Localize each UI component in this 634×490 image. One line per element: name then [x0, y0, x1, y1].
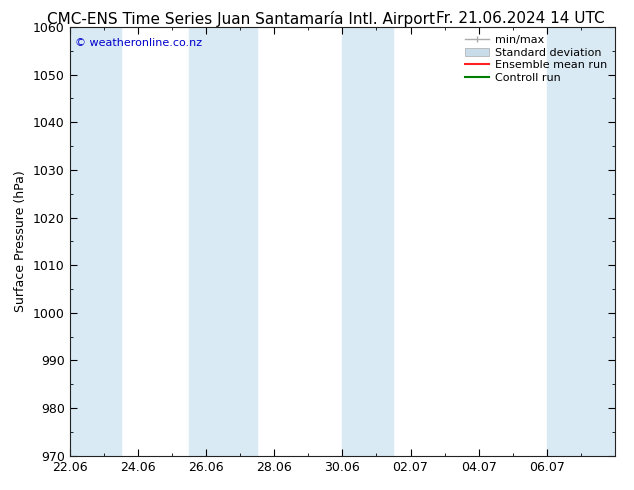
Text: CMC-ENS Time Series Juan Santamaría Intl. Airport: CMC-ENS Time Series Juan Santamaría Intl… [47, 11, 435, 27]
Text: Fr. 21.06.2024 14 UTC: Fr. 21.06.2024 14 UTC [436, 11, 604, 26]
Bar [189, 27, 257, 456]
Bar [342, 27, 394, 456]
Bar [70, 27, 121, 456]
Bar [547, 27, 615, 456]
Y-axis label: Surface Pressure (hPa): Surface Pressure (hPa) [15, 171, 27, 312]
Text: © weatheronline.co.nz: © weatheronline.co.nz [75, 38, 202, 48]
Legend: min/max, Standard deviation, Ensemble mean run, Controll run: min/max, Standard deviation, Ensemble me… [463, 32, 609, 85]
